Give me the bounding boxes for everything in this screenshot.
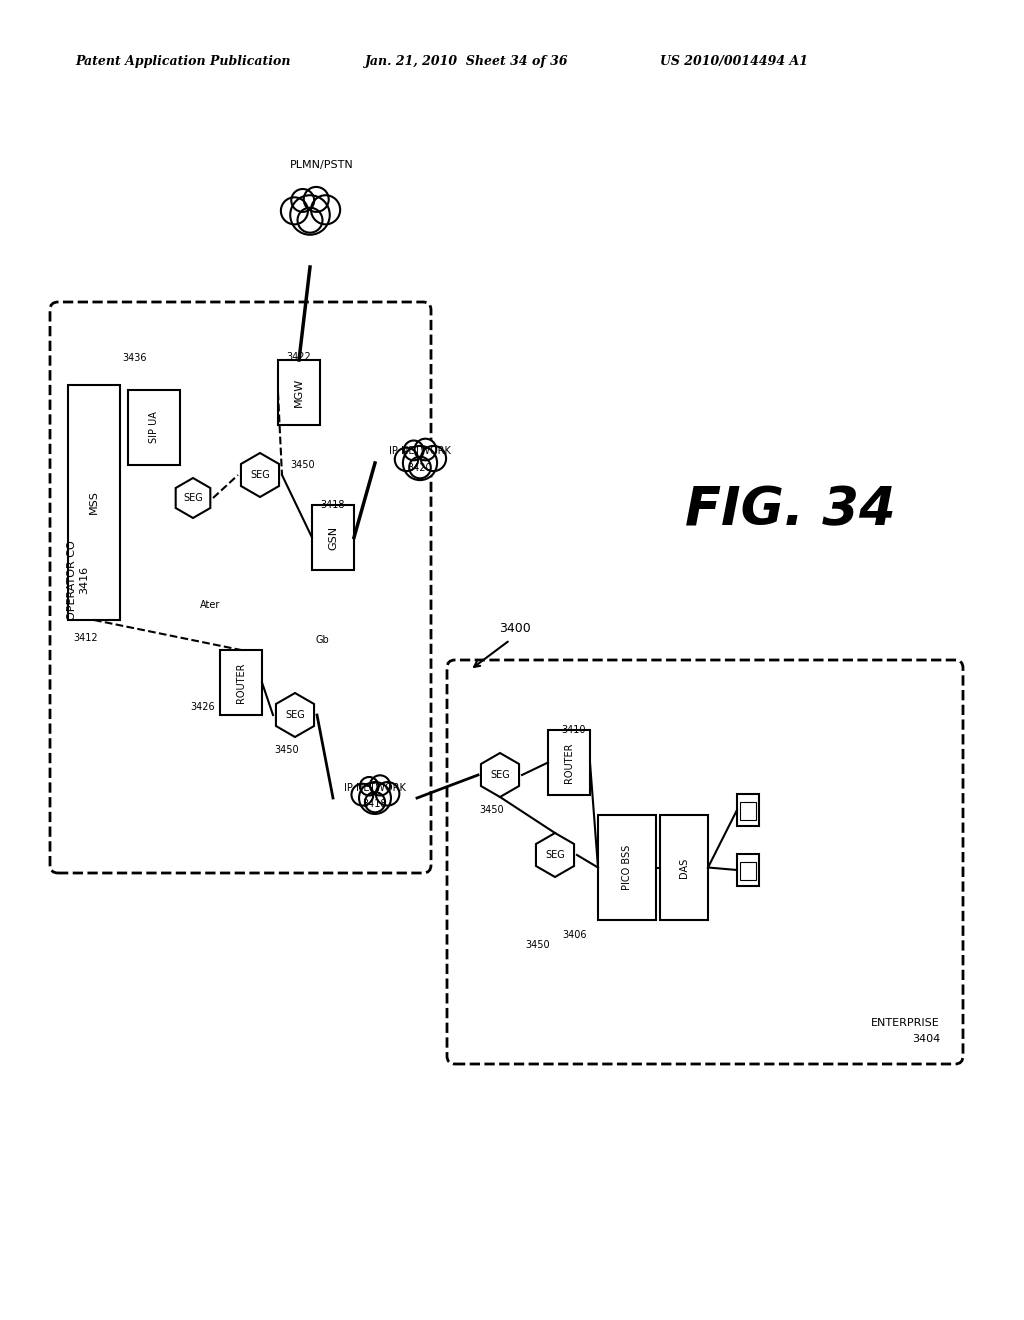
Text: Gb: Gb	[315, 635, 329, 645]
Circle shape	[402, 446, 437, 480]
Circle shape	[395, 447, 418, 471]
Text: 3410: 3410	[562, 725, 587, 735]
Circle shape	[311, 195, 340, 224]
Text: 3412: 3412	[73, 634, 97, 643]
Text: 3418: 3418	[362, 799, 387, 809]
Bar	[740, 803, 756, 820]
Text: GSN: GSN	[328, 525, 338, 549]
Bar	[740, 862, 756, 880]
Text: SEG: SEG	[250, 470, 270, 480]
Text: 3436: 3436	[123, 352, 147, 363]
Text: 3426: 3426	[190, 702, 215, 711]
Circle shape	[281, 197, 308, 224]
Text: ENTERPRISE: ENTERPRISE	[871, 1018, 940, 1028]
Bar	[278, 360, 319, 425]
Circle shape	[421, 446, 446, 471]
Text: ROUTER: ROUTER	[236, 663, 246, 702]
Circle shape	[415, 438, 436, 461]
Bar	[68, 385, 120, 620]
Bar	[220, 649, 262, 715]
Text: MSS: MSS	[89, 491, 99, 515]
Text: Ater: Ater	[200, 601, 220, 610]
Text: PLMN/PSTN: PLMN/PSTN	[290, 160, 354, 170]
Circle shape	[410, 457, 431, 478]
Text: IP NETWORK: IP NETWORK	[389, 446, 451, 455]
Bar	[548, 730, 590, 795]
Text: 3418: 3418	[321, 500, 345, 510]
Circle shape	[365, 792, 385, 812]
Text: 3404: 3404	[911, 1034, 940, 1044]
Text: SEG: SEG	[490, 770, 510, 780]
Polygon shape	[241, 453, 280, 498]
Bar	[598, 814, 656, 920]
Polygon shape	[275, 693, 314, 737]
Text: SEG: SEG	[183, 492, 203, 503]
Text: IP NETWORK: IP NETWORK	[344, 783, 406, 793]
Polygon shape	[481, 752, 519, 797]
Text: SEG: SEG	[545, 850, 565, 861]
Polygon shape	[176, 478, 210, 517]
Text: US 2010/0014494 A1: US 2010/0014494 A1	[660, 55, 808, 69]
Text: 3450: 3450	[274, 744, 299, 755]
Circle shape	[359, 781, 391, 814]
FancyBboxPatch shape	[50, 302, 431, 873]
Circle shape	[290, 195, 330, 235]
Circle shape	[291, 189, 314, 213]
Text: MGW: MGW	[294, 378, 304, 407]
Bar	[312, 506, 354, 570]
Text: OPERATOR CO: OPERATOR CO	[67, 540, 77, 620]
Text: ROUTER: ROUTER	[564, 742, 574, 783]
Text: SEG: SEG	[285, 710, 305, 719]
Polygon shape	[536, 833, 574, 876]
FancyBboxPatch shape	[447, 660, 963, 1064]
Bar	[737, 795, 759, 826]
Circle shape	[304, 187, 329, 213]
Bar	[737, 854, 759, 886]
Bar	[128, 389, 180, 465]
Circle shape	[298, 207, 323, 232]
Bar	[660, 814, 708, 920]
Text: 3450: 3450	[525, 940, 550, 950]
Text: 3422: 3422	[287, 352, 311, 362]
Text: 3416: 3416	[79, 566, 89, 594]
Circle shape	[403, 441, 424, 461]
Text: 3450: 3450	[479, 805, 504, 814]
Text: 3400: 3400	[499, 622, 530, 635]
Text: Jan. 21, 2010  Sheet 34 of 36: Jan. 21, 2010 Sheet 34 of 36	[365, 55, 568, 69]
Circle shape	[370, 775, 390, 796]
Text: PICO BSS: PICO BSS	[622, 845, 632, 890]
Text: 3406: 3406	[563, 931, 587, 940]
Text: DAS: DAS	[679, 858, 689, 878]
Circle shape	[376, 781, 399, 805]
Text: 3450: 3450	[290, 459, 314, 470]
Circle shape	[359, 777, 378, 796]
Text: FIG. 34: FIG. 34	[685, 484, 895, 536]
Text: SIP UA: SIP UA	[150, 412, 159, 444]
Text: Patent Application Publication: Patent Application Publication	[75, 55, 291, 69]
Circle shape	[351, 784, 374, 805]
Text: 3420: 3420	[408, 463, 432, 473]
